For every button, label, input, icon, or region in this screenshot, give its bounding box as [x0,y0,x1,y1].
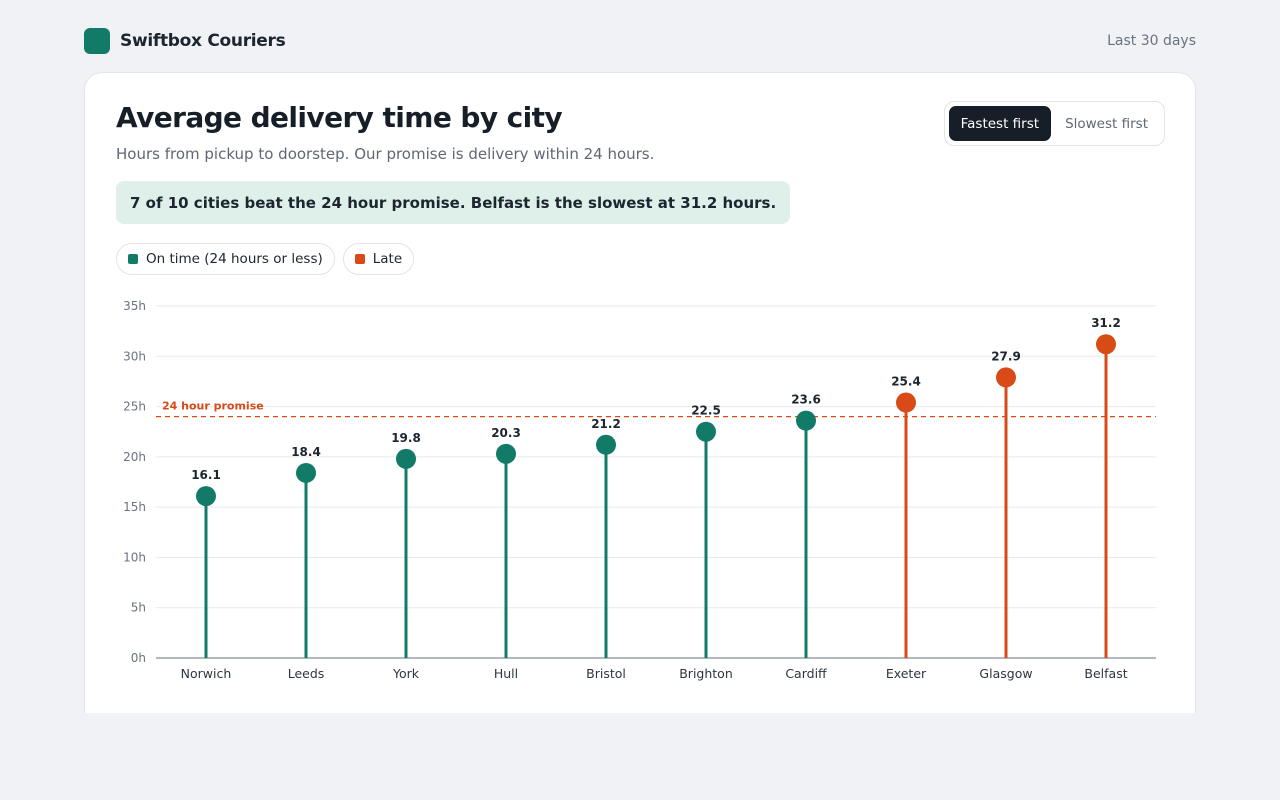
legend-late-label: Late [372,251,403,267]
y-tick-label: 5h [131,601,146,615]
lollipop-point [1096,334,1116,355]
sort-fastest-button[interactable]: Fastest first [948,106,1052,141]
top-bar: Swiftbox Couriers Last 30 days [84,28,1196,54]
chart-legend: On time (24 hours or less) Late [116,243,415,275]
data-label: 19.8 [391,431,421,445]
page-subtitle: Hours from pickup to doorstep. Our promi… [116,145,655,163]
legend-on-time-label: On time (24 hours or less) [146,251,323,267]
brand: Swiftbox Couriers [84,28,286,54]
data-label: 31.2 [1091,316,1121,330]
y-tick-label: 25h [123,400,146,414]
on-time-swatch-icon [128,254,138,264]
x-tick-label: Bristol [586,666,626,681]
y-tick-label: 15h [123,500,146,514]
lollipop-chart: 0h 5h 10h 15h 20h 25h 30h 35h 24 hour promise 16.… [123,299,1156,681]
sort-toggle: Fastest first Slowest first [943,101,1165,146]
data-label: 20.3 [491,426,521,440]
data-label: 25.4 [891,375,921,389]
data-label: 22.5 [691,404,721,418]
brand-name: Swiftbox Couriers [120,31,286,51]
data-label: 23.6 [791,393,821,407]
data-label: 27.9 [991,349,1021,363]
lollipop-point [896,392,916,413]
x-tick-label: Cardiff [785,666,827,681]
lollipop-point [796,410,816,431]
y-tick-label: 35h [123,299,146,313]
chart-card: Average delivery time by city Hours from… [84,72,1196,713]
lollipop-point [496,443,516,464]
lollipop-point [696,421,716,442]
lollipop-point [596,434,616,455]
period-label: Last 30 days [1107,33,1196,49]
x-tick-label: Belfast [1084,666,1127,681]
brand-logo-icon [84,28,110,54]
legend-late: Late [342,243,415,275]
summary-callout: 7 of 10 cities beat the 24 hour promise.… [116,181,791,224]
lollipop-point [396,448,416,469]
y-tick-label: 20h [123,450,146,464]
x-tick-label: Norwich [181,666,232,681]
x-tick-label: Hull [494,666,518,681]
lollipop-point [296,462,316,483]
y-tick-label: 0h [131,651,146,665]
page-title: Average delivery time by city [116,101,563,134]
late-swatch-icon [354,254,365,264]
data-label: 16.1 [191,468,221,482]
lollipop-point [996,367,1016,388]
x-tick-label: Exeter [886,666,927,681]
x-tick-label: Brighton [679,666,733,681]
lollipop-point [196,486,216,507]
data-label: 18.4 [291,445,321,459]
data-label: 21.2 [591,417,621,431]
sort-slowest-button[interactable]: Slowest first [1053,106,1160,141]
y-tick-label: 30h [123,349,146,363]
x-tick-label: Glasgow [979,666,1032,681]
x-tick-label: York [392,666,420,681]
x-tick-label: Leeds [288,666,325,681]
legend-on-time: On time (24 hours or less) [116,243,335,275]
y-tick-label: 10h [123,550,146,564]
threshold-label: 24 hour promise [162,400,264,413]
